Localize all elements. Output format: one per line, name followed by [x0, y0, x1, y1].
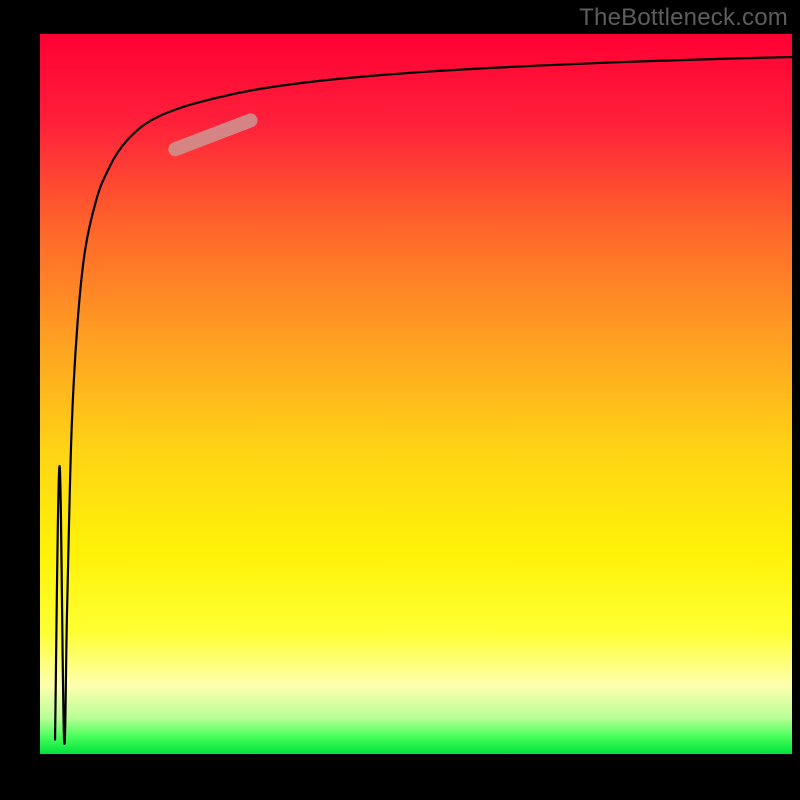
- chart-plot-area: [40, 34, 792, 754]
- bottleneck-chart: [0, 0, 800, 800]
- chart-container: TheBottleneck.com: [0, 0, 800, 800]
